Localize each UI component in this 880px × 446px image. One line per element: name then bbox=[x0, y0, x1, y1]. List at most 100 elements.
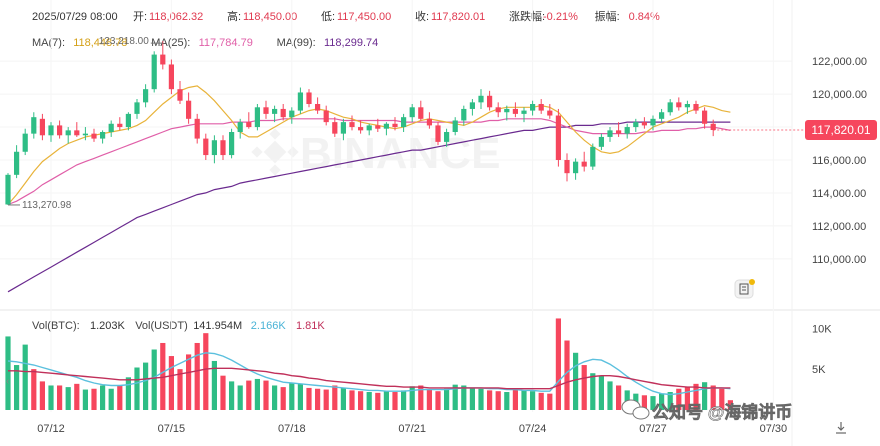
candle bbox=[39, 113, 45, 141]
volume-bar bbox=[254, 378, 260, 410]
volume-bar bbox=[650, 396, 656, 410]
volume-bar bbox=[74, 383, 80, 410]
candle bbox=[392, 117, 398, 131]
price-tick-label: 114,000.00 bbox=[812, 188, 866, 200]
volume-bar bbox=[220, 375, 226, 410]
candle bbox=[186, 92, 192, 124]
volume-bar bbox=[478, 388, 484, 410]
volume-bar bbox=[521, 390, 527, 410]
volume-bar bbox=[203, 333, 209, 410]
vol-legend-label: Vol(USDT) bbox=[135, 320, 188, 332]
date-tick-label: 07/21 bbox=[398, 423, 426, 435]
volume-tick-label: 10K bbox=[812, 323, 832, 335]
volume-bar bbox=[57, 385, 63, 410]
volume-bar bbox=[727, 400, 733, 410]
volume-bar bbox=[676, 388, 682, 410]
low-price-label: 113,270.98 bbox=[22, 200, 72, 211]
ma-legend-value: 118,448.78 bbox=[73, 37, 127, 49]
ma-legend-label: MA(99): bbox=[277, 37, 316, 49]
volume-bar bbox=[564, 340, 570, 410]
candle bbox=[280, 104, 286, 121]
header-field-label: 低: bbox=[321, 10, 335, 23]
header-field-value: 117,450.00 bbox=[337, 11, 391, 23]
note-icon[interactable] bbox=[734, 279, 755, 299]
binance-watermark: BINANCE bbox=[251, 128, 500, 178]
header-field-label: 涨跌幅: bbox=[509, 9, 545, 23]
volume-bar bbox=[358, 391, 364, 410]
candle bbox=[134, 99, 140, 119]
candle bbox=[452, 117, 458, 136]
volume-bar bbox=[306, 387, 312, 410]
volume-ma-a-path bbox=[7, 352, 731, 396]
ma-legend: MA(7): 118,448.78 MA(25): 117,784.79 MA(99):… bbox=[32, 37, 378, 49]
ma-legend-label: MA(7): bbox=[32, 37, 65, 49]
candle bbox=[14, 145, 20, 179]
volume-bar bbox=[323, 389, 329, 410]
candle bbox=[375, 118, 381, 132]
candle bbox=[229, 128, 235, 159]
volume-bar bbox=[229, 381, 235, 410]
candle bbox=[194, 113, 200, 144]
volume-bar bbox=[39, 381, 45, 410]
candle bbox=[616, 122, 622, 137]
volume-bar bbox=[547, 393, 553, 410]
volume-ma-b-path bbox=[8, 367, 731, 390]
volume-bar bbox=[418, 385, 424, 410]
volume-bar bbox=[186, 354, 192, 410]
high-price-label: 123,218.00 bbox=[99, 36, 149, 47]
date-tick-label: 07/27 bbox=[639, 423, 667, 435]
volume-bar bbox=[392, 392, 398, 410]
candle bbox=[160, 41, 166, 70]
volume-bar bbox=[504, 392, 510, 410]
vol-legend-value: 1.81K bbox=[296, 320, 325, 332]
date-tick-label: 07/24 bbox=[519, 423, 547, 435]
volume-bar bbox=[401, 390, 407, 410]
candle bbox=[323, 105, 329, 126]
volume-bar bbox=[65, 387, 71, 410]
volume-bar bbox=[280, 387, 286, 410]
candle bbox=[289, 107, 295, 124]
candle bbox=[469, 99, 475, 116]
volume-bar bbox=[82, 389, 88, 410]
volume-bar bbox=[573, 352, 579, 410]
candle bbox=[237, 118, 243, 139]
candle bbox=[418, 100, 424, 121]
volume-bar bbox=[14, 365, 20, 410]
volume-bar bbox=[530, 391, 536, 410]
candle bbox=[444, 128, 450, 147]
date-tick-label: 07/15 bbox=[158, 423, 186, 435]
date-axis: 07/12 07/15 07/18 07/21 07/24 07/27 07/30 bbox=[37, 0, 787, 435]
header-field-value: 117,820.01 bbox=[431, 11, 485, 23]
volume-bar bbox=[667, 392, 673, 410]
volume-bar bbox=[246, 380, 252, 410]
volume-bar bbox=[555, 318, 561, 410]
volume-bar bbox=[710, 385, 716, 410]
header-field-value: 118,062.32 bbox=[149, 11, 203, 23]
candle bbox=[547, 104, 553, 119]
volume-bar bbox=[512, 389, 518, 410]
volume-bar bbox=[100, 385, 106, 410]
price-tick-label: 116,000.00 bbox=[812, 155, 866, 167]
volume-bar bbox=[538, 392, 544, 410]
vol-legend-value: 141.954M bbox=[193, 320, 242, 332]
volume-bar bbox=[581, 365, 587, 410]
candle bbox=[306, 89, 312, 108]
ma99-line bbox=[7, 121, 731, 293]
chevron-left-icon[interactable]: ‹ bbox=[6, 376, 9, 387]
volume-bar bbox=[125, 377, 131, 410]
candle bbox=[5, 173, 11, 205]
volume-bar bbox=[108, 388, 114, 410]
volume-bar bbox=[409, 386, 415, 410]
volume-bar bbox=[719, 388, 725, 410]
volume-bar bbox=[616, 385, 622, 410]
candle bbox=[478, 89, 484, 109]
volume-bar bbox=[177, 369, 183, 410]
volume-bar bbox=[332, 385, 338, 410]
date-tick-label: 07/30 bbox=[760, 423, 788, 435]
candle bbox=[573, 158, 579, 180]
candle bbox=[366, 123, 372, 136]
candle bbox=[667, 99, 673, 116]
scroll-to-latest-icon[interactable] bbox=[836, 422, 846, 434]
volume-bar bbox=[237, 385, 243, 410]
